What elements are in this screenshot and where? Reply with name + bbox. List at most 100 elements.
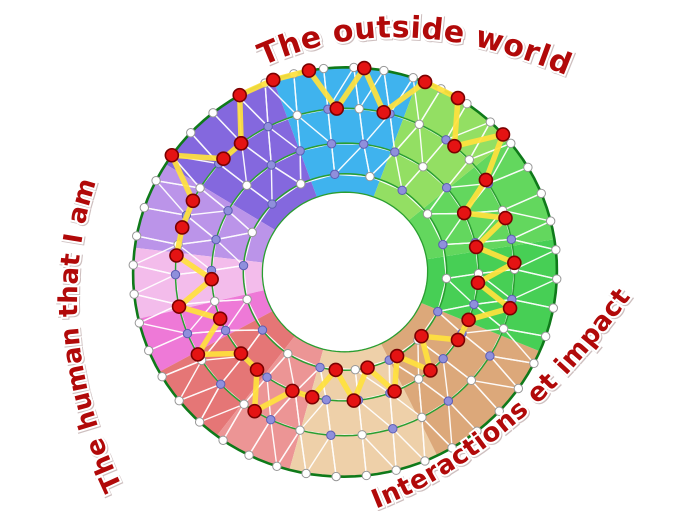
node-purple [182,328,193,339]
node-white [365,171,375,182]
node-white [247,227,257,238]
mesh-line [155,180,187,216]
mesh-line [267,126,273,166]
mesh-line [469,142,512,161]
mesh-line [446,272,479,280]
mesh-line [389,113,396,153]
node-white [441,273,452,284]
mesh-line [211,264,244,272]
mesh-line [471,379,519,390]
node-purple [266,415,276,425]
mesh-line [442,358,472,381]
mesh-line [155,179,201,189]
node-highlighted [249,362,265,377]
mesh-line [330,143,336,175]
node-white [545,216,556,226]
mesh-line [470,379,500,412]
node-highlighted [301,63,317,78]
node-white [208,108,218,118]
node-white [272,461,282,471]
node-white [139,202,150,213]
mesh-line [357,400,363,435]
mesh-line [489,355,535,365]
mesh-line [392,428,397,471]
mesh-line [246,184,273,205]
node-white [350,364,360,375]
mesh-line [262,329,289,355]
mesh-line [421,417,426,462]
node-white [413,374,424,384]
node-white [472,426,482,436]
node-purple [220,325,231,336]
mesh-line [325,399,332,436]
node-purple [397,185,407,196]
node-highlighted [190,347,206,362]
node-purple [315,362,325,373]
mesh-line [446,159,470,189]
node-white [498,323,509,334]
mesh-line [327,109,333,144]
mesh-line [392,428,426,462]
node-highlighted [461,312,476,328]
mesh-line [187,329,226,335]
mesh-line [248,419,272,456]
node-highlighted [450,332,466,348]
mesh-line [299,430,307,474]
mesh-line [437,311,463,334]
sector [165,79,317,231]
mesh-line [246,299,264,331]
node-white [331,471,341,482]
mesh-line [330,435,337,477]
mesh-line [276,429,301,467]
mesh-line [418,88,442,125]
node-white [134,318,145,328]
mesh-line [264,82,269,127]
sector [408,139,555,260]
mesh-line [218,163,248,186]
mesh-line [296,115,301,151]
node-white [464,155,474,165]
node-highlighted [304,389,320,405]
node-white [361,470,372,481]
node-white [195,183,205,193]
mesh-line [242,265,248,300]
mesh-line [305,434,332,474]
mesh-line [334,143,365,175]
ring-outline [242,173,448,371]
node-white [420,456,430,466]
hole-outline [261,191,429,353]
mesh-line [422,139,447,168]
node-white [408,73,418,83]
mesh-line [139,322,188,335]
node-purple [359,139,369,149]
node-purple [263,121,273,132]
mesh-line [445,277,475,305]
mesh-line [177,243,212,271]
node-highlighted [247,403,262,419]
node-white [418,162,428,172]
node-white [529,358,539,369]
mesh-line [251,203,273,233]
mesh-line [503,327,546,338]
mesh-line [334,173,371,178]
mesh-line [447,400,478,432]
node-white [548,303,559,313]
mesh-line [412,77,420,125]
mesh-line [418,378,449,402]
mesh-line [132,243,179,266]
mesh-line [358,399,394,430]
node-highlighted [204,271,219,287]
ring-outline [174,107,516,437]
node-white [242,180,252,191]
node-white [131,231,142,241]
mesh-line [186,209,229,217]
node-highlighted [470,275,486,291]
node-white [296,179,306,189]
node-purple [267,199,277,209]
node-purple [326,430,336,440]
mesh-line [418,124,424,167]
mesh-line [270,164,302,185]
node-white [210,296,220,307]
mesh-line [270,419,278,467]
